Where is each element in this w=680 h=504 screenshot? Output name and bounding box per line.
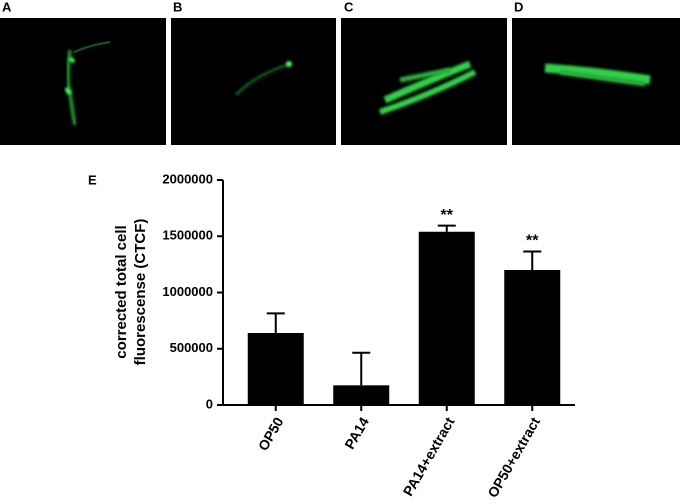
panel-label: E	[88, 172, 97, 187]
bar	[333, 385, 390, 405]
y-axis-label: corrected total cell	[113, 225, 130, 358]
bar	[247, 333, 304, 405]
y-axis-label: fluorescense (CTCF)	[132, 219, 149, 366]
x-tick-label: PA14+extract	[400, 414, 458, 499]
panel-label: B	[173, 0, 182, 14]
y-tick-label: 2000000	[162, 171, 213, 186]
significance-label: **	[441, 207, 454, 224]
micrograph-d	[512, 18, 680, 145]
panel-label: D	[514, 0, 523, 14]
panel-label: A	[2, 0, 12, 14]
micrograph-c	[341, 18, 507, 145]
panel-label: C	[344, 0, 354, 14]
bar	[418, 231, 475, 405]
y-tick-label: 0	[206, 396, 213, 411]
bar	[504, 270, 561, 405]
x-tick-label: OP50+extract	[484, 414, 543, 500]
y-tick-label: 1000000	[162, 284, 213, 299]
x-tick-label: PA14	[341, 414, 372, 452]
micrograph-b	[171, 18, 336, 145]
micrograph-a	[0, 18, 166, 145]
significance-label: **	[526, 233, 539, 250]
x-tick-label: OP50	[255, 414, 287, 453]
y-tick-label: 500000	[170, 340, 213, 355]
y-tick-label: 1500000	[162, 228, 213, 243]
